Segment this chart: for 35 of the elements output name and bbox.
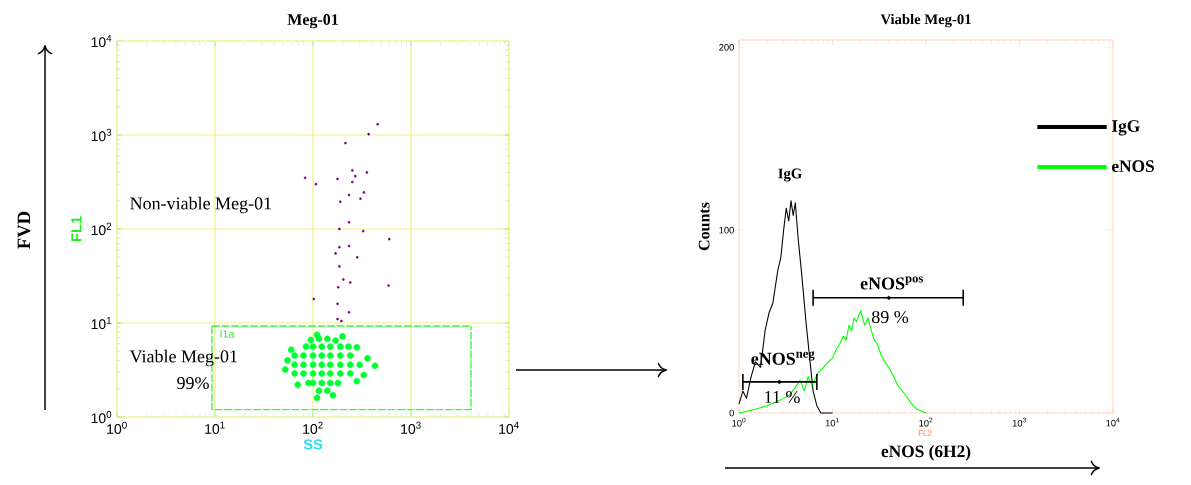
legend-label: IgG bbox=[1111, 120, 1140, 136]
x-tick-label: 10$^{3}$ bbox=[401, 421, 421, 434]
x-tick-label: 10$^{2}$ bbox=[303, 421, 323, 434]
y-tick-label: 10$^{3}$ bbox=[91, 128, 112, 142]
x-tick-label: 10$^{0}$ bbox=[732, 417, 746, 427]
x-tick-label: 10$^{2}$ bbox=[919, 417, 933, 427]
text: FL2 bbox=[918, 430, 932, 436]
x-tick-label: 10$^{1}$ bbox=[825, 417, 839, 427]
y-tick-label: 10$^{4}$ bbox=[91, 34, 112, 48]
chart-title: Viable Meg-01 bbox=[880, 13, 971, 28]
y-tick-label: 100 bbox=[719, 226, 734, 234]
y-tick-label: 10$^{1}$ bbox=[91, 316, 112, 330]
text: FVD bbox=[17, 211, 31, 249]
annotation: eNOS$^{pos}$ bbox=[860, 276, 923, 290]
x-tick-label: 10$^{0}$ bbox=[107, 421, 127, 434]
x-tick-label: 10$^{4}$ bbox=[1106, 417, 1120, 427]
y-axis-title: FL1 bbox=[71, 216, 82, 242]
annotation: 89 % bbox=[871, 310, 909, 324]
legend-label: eNOS bbox=[1111, 160, 1154, 172]
annotation: 11 % bbox=[765, 390, 800, 404]
x-axis-title: eNOS (6H2) bbox=[881, 444, 971, 461]
x-tick-label: 10$^{1}$ bbox=[205, 421, 225, 434]
y-axis-title: Counts bbox=[698, 202, 710, 251]
chart-title: Meg-01 bbox=[287, 14, 338, 29]
x-tick-label: 10$^{4}$ bbox=[499, 421, 519, 434]
y-tick-label: 0 bbox=[729, 409, 734, 417]
annotation: I1a bbox=[220, 330, 235, 338]
y-tick-label: 10$^{2}$ bbox=[91, 222, 112, 236]
y-tick-label: 200 bbox=[719, 44, 734, 51]
x-tick-label: 10$^{3}$ bbox=[1012, 417, 1026, 427]
annotation: 99% bbox=[177, 376, 209, 390]
annotation: IgG bbox=[778, 168, 802, 182]
annotation: Non-viable Meg-01 bbox=[130, 196, 271, 214]
annotation: Viable Meg-01 bbox=[129, 349, 237, 367]
x-axis-title: SS bbox=[303, 439, 323, 450]
